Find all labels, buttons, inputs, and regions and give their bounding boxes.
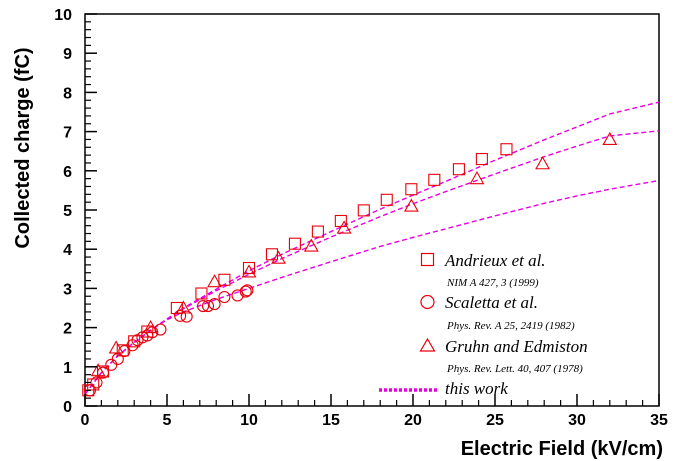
legend-ref-scaletta: Phys. Rev. A 25, 2419 (1982) xyxy=(446,320,575,332)
andrieux-point xyxy=(428,173,441,186)
scaletta-point xyxy=(105,358,118,371)
gruhn-point xyxy=(535,156,551,170)
gruhn-point xyxy=(90,363,106,377)
y-tick-label: 5 xyxy=(63,203,72,220)
scaletta-point xyxy=(239,285,252,298)
andrieux-point xyxy=(405,183,418,196)
x-tick-label: 5 xyxy=(163,412,172,429)
y-tick-label: 2 xyxy=(63,321,72,338)
andrieux-point xyxy=(87,378,100,391)
andrieux-point xyxy=(500,143,513,156)
gruhn-point xyxy=(469,171,485,185)
x-tick-label: 0 xyxy=(81,412,90,429)
x-tick-label: 20 xyxy=(404,412,422,429)
scaletta-point xyxy=(118,345,131,358)
gruhn-point xyxy=(143,319,159,334)
x-tick-label: 15 xyxy=(322,412,340,429)
legend-entry-scaletta: Scaletta et al. Phys. Rev. A 25, 2419 (1… xyxy=(420,293,575,332)
model-curve-1 xyxy=(84,101,660,395)
scaletta-point xyxy=(96,366,110,379)
y-tick-label: 6 xyxy=(63,164,72,181)
scaletta-point xyxy=(231,289,244,302)
x-tick-label: 35 xyxy=(650,412,668,429)
legend-label-this-work: this work xyxy=(445,379,508,398)
legend-entry-gruhn: Gruhn and Edmiston Phys. Rev. Lett. 40, … xyxy=(419,337,588,375)
y-tick-label: 9 xyxy=(63,46,72,63)
x-tick-label: 25 xyxy=(486,412,504,429)
andrieux-point xyxy=(311,225,324,238)
andrieux-point xyxy=(242,261,256,275)
legend-label-scaletta: Scaletta et al. xyxy=(445,293,538,312)
legend-circle-marker xyxy=(420,294,435,310)
x-tick-label: 10 xyxy=(240,412,258,429)
y-tick-label: 4 xyxy=(63,242,72,259)
legend-ref-gruhn: Phys. Rev. Lett. 40, 407 (1978) xyxy=(446,363,583,375)
gruhn-point xyxy=(271,250,286,264)
x-axis-title: Electric Field (kV/cm) xyxy=(461,438,663,460)
andrieux-point xyxy=(288,237,301,250)
model-curve-3 xyxy=(84,179,660,395)
legend-ref-andrieux: NIM A 427, 3 (1999) xyxy=(446,277,539,289)
y-tick-label: 7 xyxy=(63,125,72,142)
legend-entry-andrieux: Andrieux et al. NIM A 427, 3 (1999) xyxy=(420,251,546,289)
scaletta-point xyxy=(241,284,254,297)
legend: Andrieux et al. NIM A 427, 3 (1999) Scal… xyxy=(379,251,588,398)
scaletta-point xyxy=(197,299,210,313)
gruhn-point xyxy=(175,300,191,314)
scaletta-point xyxy=(201,299,215,313)
y-tick-label: 0 xyxy=(63,399,72,416)
andrieux-point xyxy=(475,152,488,166)
andrieux-point xyxy=(265,248,279,261)
scaletta-point xyxy=(208,298,221,311)
data-markers xyxy=(82,131,618,397)
gruhn-point xyxy=(303,238,319,252)
andrieux-point xyxy=(357,204,370,217)
andrieux-point xyxy=(380,193,393,206)
scaletta-point xyxy=(218,290,231,304)
andrieux-point xyxy=(452,163,465,176)
x-tick-label: 30 xyxy=(568,412,586,429)
y-tick-label: 8 xyxy=(63,85,72,102)
y-tick-label: 1 xyxy=(63,360,72,377)
y-tick-label: 10 xyxy=(54,7,72,24)
legend-entry-this-work: this work xyxy=(379,379,508,398)
legend-square-marker xyxy=(420,252,435,267)
gruhn-point xyxy=(403,198,419,212)
scaletta-point xyxy=(136,331,149,344)
gruhn-point xyxy=(602,131,618,145)
scaletta-point xyxy=(83,384,96,397)
legend-label-gruhn: Gruhn and Edmiston xyxy=(445,337,588,356)
axes: 0 5 10 15 20 25 30 35 0 1 2 3 4 5 6 7 8 9 10 xyxy=(54,7,668,429)
gruhn-point xyxy=(336,220,352,234)
gruhn-point xyxy=(207,274,223,288)
scaletta-point xyxy=(174,309,187,322)
andrieux-point xyxy=(218,273,231,286)
y-tick-label: 3 xyxy=(63,281,72,298)
legend-triangle-marker xyxy=(419,337,436,352)
legend-label-andrieux: Andrieux et al. xyxy=(444,251,546,270)
gruhn-point xyxy=(108,340,124,354)
scaletta-point xyxy=(180,310,193,323)
andrieux-point xyxy=(195,287,208,300)
y-axis-title: Collected charge (fC) xyxy=(12,47,34,248)
gruhn-point xyxy=(241,264,257,278)
